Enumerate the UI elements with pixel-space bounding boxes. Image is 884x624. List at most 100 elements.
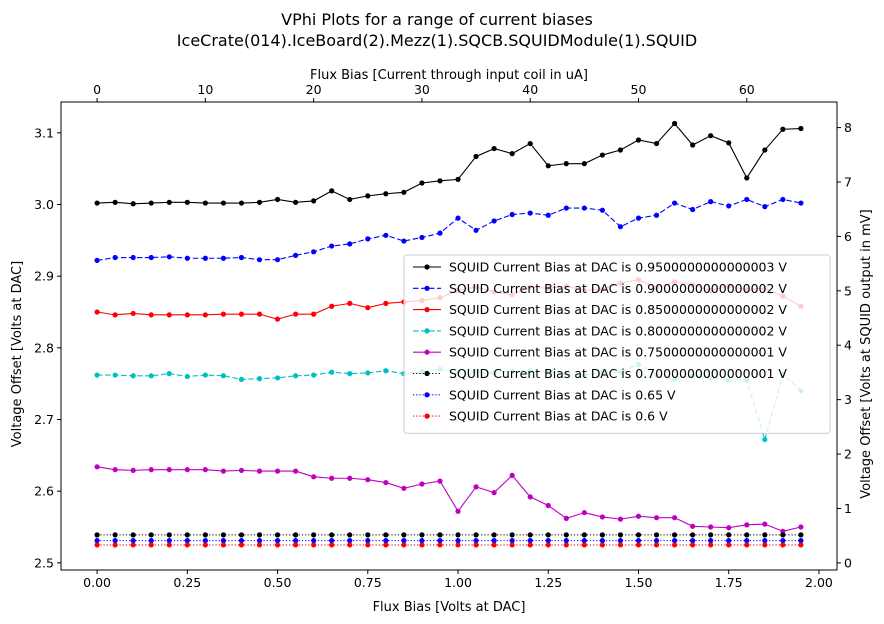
- x-tick-label: 0.50: [264, 575, 292, 590]
- legend-label: SQUID Current Bias at DAC is 0.6 V: [449, 409, 668, 424]
- data-point: [238, 467, 245, 473]
- data-point: [653, 212, 660, 218]
- data-point: [166, 538, 172, 544]
- data-point: [762, 538, 768, 544]
- data-point: [599, 514, 606, 520]
- data-point: [293, 373, 299, 379]
- legend-label: SQUID Current Bias at DAC is 0.950000000…: [449, 260, 787, 275]
- data-point: [527, 140, 533, 147]
- data-point: [311, 249, 317, 255]
- y2-tick-label: 8: [844, 120, 852, 135]
- data-point: [491, 542, 497, 548]
- y2-tick-label: 1: [844, 501, 852, 516]
- data-point: [202, 467, 208, 473]
- legend-label: SQUID Current Bias at DAC is 0.800000000…: [449, 323, 787, 338]
- data-point: [653, 532, 660, 538]
- data-point: [527, 542, 533, 548]
- data-point: [401, 538, 407, 544]
- data-point: [130, 373, 136, 379]
- data-point: [527, 210, 533, 216]
- data-point: [509, 151, 515, 157]
- data-point: [383, 300, 389, 306]
- data-point: [220, 538, 227, 544]
- data-point: [635, 542, 642, 548]
- legend-swatch-marker: [424, 349, 430, 355]
- data-point: [238, 376, 245, 382]
- data-point: [671, 200, 678, 206]
- data-point: [148, 467, 154, 473]
- data-point: [220, 373, 227, 379]
- data-point: [383, 542, 389, 548]
- data-point: [617, 224, 624, 230]
- data-point: [311, 474, 317, 480]
- series-2: [94, 196, 804, 263]
- data-point: [166, 532, 172, 538]
- data-point: [455, 532, 461, 538]
- data-point: [762, 521, 768, 527]
- data-point: [708, 542, 714, 548]
- data-point: [274, 542, 281, 548]
- data-point: [455, 542, 461, 548]
- data-point: [563, 161, 569, 167]
- data-point: [329, 532, 335, 538]
- data-point: [690, 532, 696, 538]
- legend-swatch-marker: [424, 413, 430, 419]
- data-point: [780, 126, 786, 132]
- data-point: [329, 243, 335, 249]
- data-point: [383, 368, 389, 374]
- data-point: [256, 542, 263, 548]
- data-point: [563, 538, 569, 544]
- data-point: [329, 538, 335, 544]
- data-point: [419, 180, 425, 186]
- y2-tick-label: 6: [844, 229, 852, 244]
- data-point: [148, 254, 154, 261]
- data-point: [617, 147, 624, 153]
- data-point: [130, 201, 136, 207]
- x-axis-label: Flux Bias [Volts at DAC]: [373, 600, 526, 615]
- legend-item: SQUID Current Bias at DAC is 0.800000000…: [413, 323, 787, 338]
- data-point: [311, 538, 317, 544]
- data-point: [545, 532, 551, 538]
- data-point: [202, 532, 208, 538]
- y-tick-label: 2.7: [34, 412, 54, 427]
- data-point: [671, 120, 678, 127]
- data-point: [473, 538, 479, 544]
- data-point: [365, 236, 371, 242]
- x-tick-label: 1.50: [625, 575, 653, 590]
- data-point: [220, 468, 227, 474]
- legend-item: SQUID Current Bias at DAC is 0.950000000…: [413, 260, 787, 275]
- data-point: [112, 199, 118, 205]
- data-point: [491, 145, 497, 152]
- legend-label: SQUID Current Bias at DAC is 0.65 V: [449, 387, 676, 402]
- data-point: [311, 311, 317, 317]
- data-point: [635, 215, 642, 221]
- data-point: [744, 196, 750, 203]
- x-tick-label: 1.00: [444, 575, 472, 590]
- data-point: [563, 515, 569, 522]
- data-point: [671, 538, 678, 544]
- data-point: [148, 200, 154, 206]
- data-point: [347, 542, 353, 548]
- data-point: [238, 254, 245, 261]
- y-tick-label: 3.1: [34, 125, 54, 140]
- data-point: [798, 538, 804, 544]
- data-point: [708, 538, 714, 544]
- data-point: [238, 532, 245, 538]
- data-point: [256, 532, 263, 538]
- data-point: [671, 532, 678, 538]
- data-point: [545, 163, 551, 169]
- data-point: [635, 137, 642, 143]
- data-point: [617, 542, 624, 548]
- x-tick-label: 1.25: [534, 575, 562, 590]
- data-point: [437, 542, 443, 548]
- legend-item: SQUID Current Bias at DAC is 0.65 V: [413, 387, 676, 402]
- data-point: [581, 542, 587, 548]
- y-tick-label: 2.9: [34, 269, 54, 284]
- data-point: [653, 140, 660, 147]
- data-point: [184, 538, 190, 544]
- data-point: [690, 142, 696, 148]
- data-point: [798, 542, 804, 548]
- data-point: [293, 542, 299, 548]
- y2-tick-label: 5: [844, 283, 852, 298]
- data-point: [347, 475, 353, 481]
